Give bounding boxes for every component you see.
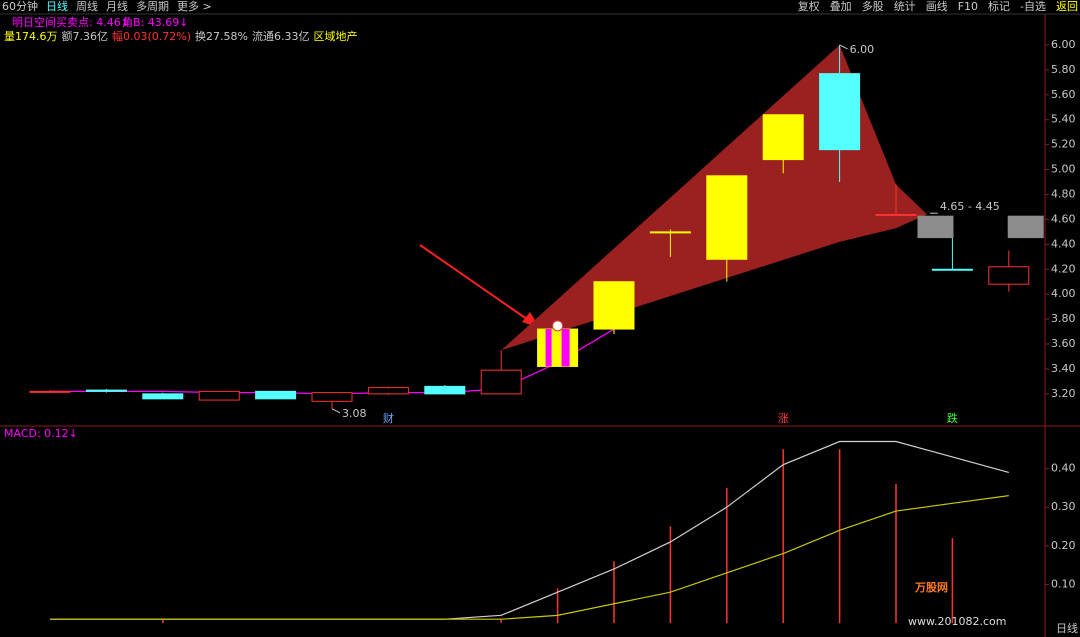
candle-body bbox=[931, 268, 973, 271]
event-marker: 涨 bbox=[778, 412, 789, 425]
y-tick-label: 4.20 bbox=[1051, 262, 1076, 275]
y-tick-label: 3.80 bbox=[1051, 312, 1076, 325]
toolbar-item[interactable]: -自选 bbox=[1020, 0, 1046, 13]
projection-box bbox=[917, 215, 954, 239]
arrow bbox=[419, 244, 535, 325]
y-tick-label: 0.40 bbox=[1051, 462, 1076, 475]
toolbar-item[interactable]: 多周期 bbox=[136, 0, 169, 13]
toolbar-item[interactable]: 返回 bbox=[1056, 0, 1078, 13]
info-item: 换27.58% bbox=[195, 29, 248, 43]
watermark: 万股网 bbox=[914, 581, 948, 594]
annotation: 3.08 bbox=[342, 407, 367, 420]
y-tick-label: 0.10 bbox=[1051, 577, 1076, 590]
toolbar-item[interactable]: F10 bbox=[958, 0, 978, 13]
candle-body bbox=[649, 231, 691, 234]
toolbar-item[interactable]: 周线 bbox=[76, 0, 98, 13]
projection-box bbox=[1007, 215, 1044, 239]
y-tick-label: 5.60 bbox=[1051, 88, 1076, 101]
toolbar-item[interactable]: 画线 bbox=[926, 0, 948, 13]
annotation-line bbox=[331, 408, 341, 414]
y-tick-label: 5.80 bbox=[1051, 63, 1076, 76]
y-tick-label: 0.20 bbox=[1051, 539, 1076, 552]
candle-stripe bbox=[561, 329, 570, 367]
event-marker: 跌 bbox=[947, 411, 958, 425]
toolbar-item[interactable]: 月线 bbox=[106, 0, 128, 13]
macd-line bbox=[50, 495, 1009, 620]
toolbar-item[interactable]: 统计 bbox=[894, 0, 916, 13]
indicator-label: 角B: 43.69↓ bbox=[122, 16, 188, 29]
candle-body bbox=[593, 281, 635, 330]
toolbar-item[interactable]: 标记 bbox=[988, 0, 1010, 13]
y-tick-label: 3.40 bbox=[1051, 362, 1076, 375]
info-item: 量174.6万 bbox=[4, 30, 58, 43]
toolbar-item[interactable]: 60分钟 bbox=[2, 0, 38, 13]
candle-body bbox=[311, 392, 353, 402]
candle-body bbox=[819, 73, 861, 151]
period-label: 日线 bbox=[1056, 621, 1078, 635]
candle-body bbox=[762, 114, 804, 161]
candle-body bbox=[198, 390, 240, 401]
y-tick-label: 6.00 bbox=[1051, 38, 1076, 51]
candle-body bbox=[142, 393, 184, 400]
y-tick-label: 5.20 bbox=[1051, 138, 1076, 151]
candle-body bbox=[29, 390, 71, 393]
y-tick-label: 5.40 bbox=[1051, 113, 1076, 126]
candle-stripe bbox=[545, 329, 552, 367]
y-tick-label: 5.00 bbox=[1051, 163, 1076, 176]
info-item: 幅0.03(0.72%) bbox=[112, 30, 191, 43]
toolbar-item[interactable]: 日线 bbox=[46, 0, 68, 13]
event-marker: 财 bbox=[383, 411, 394, 425]
y-tick-label: 4.00 bbox=[1051, 287, 1076, 300]
candle-body bbox=[85, 389, 127, 392]
y-tick-label: 4.40 bbox=[1051, 237, 1076, 250]
annotation: 6.00 bbox=[850, 43, 875, 56]
y-tick-label: 4.80 bbox=[1051, 187, 1076, 200]
annotation-line bbox=[839, 44, 848, 50]
toolbar-item[interactable]: 复权 bbox=[798, 0, 820, 13]
indicator-label: 明日空间买卖点: 4.46↓ bbox=[12, 15, 130, 29]
macd-title: MACD: 0.12↓ bbox=[4, 427, 78, 440]
y-tick-label: 0.30 bbox=[1051, 500, 1076, 513]
candle-body bbox=[706, 175, 748, 260]
candle-body bbox=[367, 387, 409, 395]
candle-body bbox=[537, 328, 579, 367]
info-item: 区域地产 bbox=[313, 29, 357, 43]
info-item: 流通6.33亿 bbox=[252, 29, 310, 43]
candle-body bbox=[480, 369, 522, 395]
toolbar-item[interactable]: 更多 > bbox=[177, 0, 212, 13]
toolbar-item[interactable]: 多股 bbox=[862, 0, 884, 13]
signal-dot bbox=[552, 320, 564, 332]
annotation: 4.65 - 4.45 bbox=[940, 200, 1000, 213]
y-tick-label: 3.20 bbox=[1051, 387, 1076, 400]
watermark-site: www.201082.com bbox=[908, 615, 1006, 628]
candle-body bbox=[875, 213, 917, 216]
y-tick-label: 4.60 bbox=[1051, 212, 1076, 225]
y-tick-label: 3.60 bbox=[1051, 337, 1076, 350]
candle-body bbox=[424, 385, 466, 395]
toolbar-item[interactable]: 叠加 bbox=[830, 0, 852, 13]
candle-body bbox=[255, 390, 297, 400]
info-item: 额7.36亿 bbox=[62, 30, 109, 43]
candle-body bbox=[988, 266, 1030, 285]
